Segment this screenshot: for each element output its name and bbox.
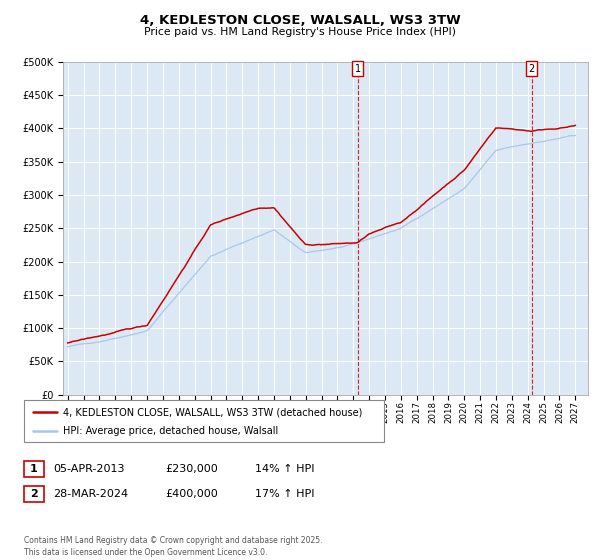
Text: 4, KEDLESTON CLOSE, WALSALL, WS3 3TW (detached house): 4, KEDLESTON CLOSE, WALSALL, WS3 3TW (de… [63, 407, 362, 417]
Text: Price paid vs. HM Land Registry's House Price Index (HPI): Price paid vs. HM Land Registry's House … [144, 27, 456, 37]
Text: Contains HM Land Registry data © Crown copyright and database right 2025.
This d: Contains HM Land Registry data © Crown c… [24, 536, 323, 557]
Text: 2: 2 [529, 64, 535, 73]
Text: 2: 2 [30, 489, 38, 499]
Text: 28-MAR-2024: 28-MAR-2024 [53, 489, 128, 499]
Text: 05-APR-2013: 05-APR-2013 [53, 464, 124, 474]
Text: £400,000: £400,000 [165, 489, 218, 499]
Text: 4, KEDLESTON CLOSE, WALSALL, WS3 3TW: 4, KEDLESTON CLOSE, WALSALL, WS3 3TW [140, 14, 460, 27]
Text: 17% ↑ HPI: 17% ↑ HPI [255, 489, 314, 499]
Text: 14% ↑ HPI: 14% ↑ HPI [255, 464, 314, 474]
Text: £230,000: £230,000 [165, 464, 218, 474]
Text: 1: 1 [355, 64, 361, 73]
Text: 1: 1 [30, 464, 38, 474]
Text: HPI: Average price, detached house, Walsall: HPI: Average price, detached house, Wals… [63, 426, 278, 436]
